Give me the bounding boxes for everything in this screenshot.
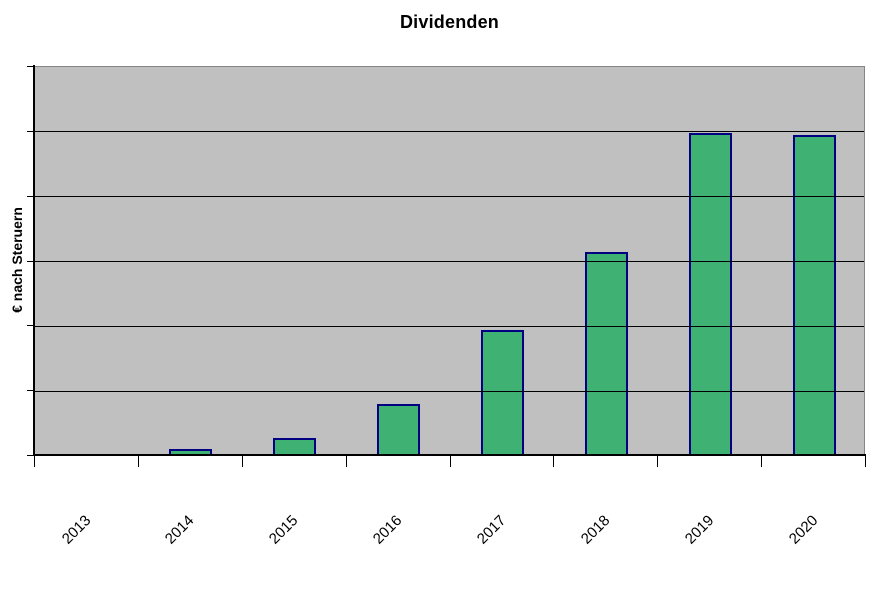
x-axis-label: 2018 — [577, 512, 614, 548]
x-axis-tick — [449, 456, 451, 467]
y-axis-tick — [27, 390, 34, 392]
y-axis-tick — [27, 325, 34, 327]
x-axis-tick — [657, 456, 659, 467]
gridline — [35, 196, 864, 198]
gridline — [35, 325, 864, 327]
x-axis-label: 2019 — [681, 512, 718, 548]
x-axis-tick — [761, 456, 763, 467]
y-axis-title: € nach Steruern — [9, 207, 25, 313]
bar-2019 — [688, 133, 732, 454]
bar-2017 — [480, 329, 524, 454]
x-axis-line — [33, 454, 866, 456]
x-axis-label: 2015 — [266, 512, 302, 548]
x-axis-tick — [553, 456, 555, 467]
bar-2015 — [273, 437, 317, 454]
x-axis-label: 2013 — [58, 512, 94, 548]
y-axis-line — [33, 65, 35, 456]
x-axis-label: 2014 — [162, 512, 198, 548]
y-ticks — [27, 66, 34, 456]
y-axis-tick — [27, 260, 34, 262]
x-axis-labels: 2013 2014 2015 2016 2017 2018 2019 2020 — [34, 512, 865, 572]
chart-title: Dividenden — [399, 12, 499, 32]
bar-2018 — [584, 252, 628, 454]
x-axis-label: 2020 — [785, 512, 822, 548]
bar-2020 — [792, 135, 836, 454]
x-ticks — [34, 456, 866, 467]
bar-2014 — [169, 448, 213, 454]
x-axis-tick — [241, 456, 243, 467]
y-axis-tick — [27, 130, 34, 132]
gridline — [35, 390, 864, 392]
gridline — [35, 131, 864, 133]
y-axis-tick — [27, 66, 34, 67]
y-axis-tick — [27, 195, 34, 197]
x-axis-tick — [34, 456, 35, 467]
x-axis-tick — [865, 456, 866, 467]
bars-layer — [35, 67, 864, 454]
x-axis-tick — [345, 456, 347, 467]
gridlines-layer — [35, 67, 864, 454]
plot-area — [34, 66, 865, 455]
y-axis-tick — [27, 455, 34, 456]
x-axis-label: 2017 — [473, 512, 510, 548]
bar-2016 — [377, 404, 421, 454]
x-axis-label: 2016 — [369, 512, 406, 548]
x-axis-tick — [137, 456, 139, 467]
gridline — [35, 261, 864, 262]
